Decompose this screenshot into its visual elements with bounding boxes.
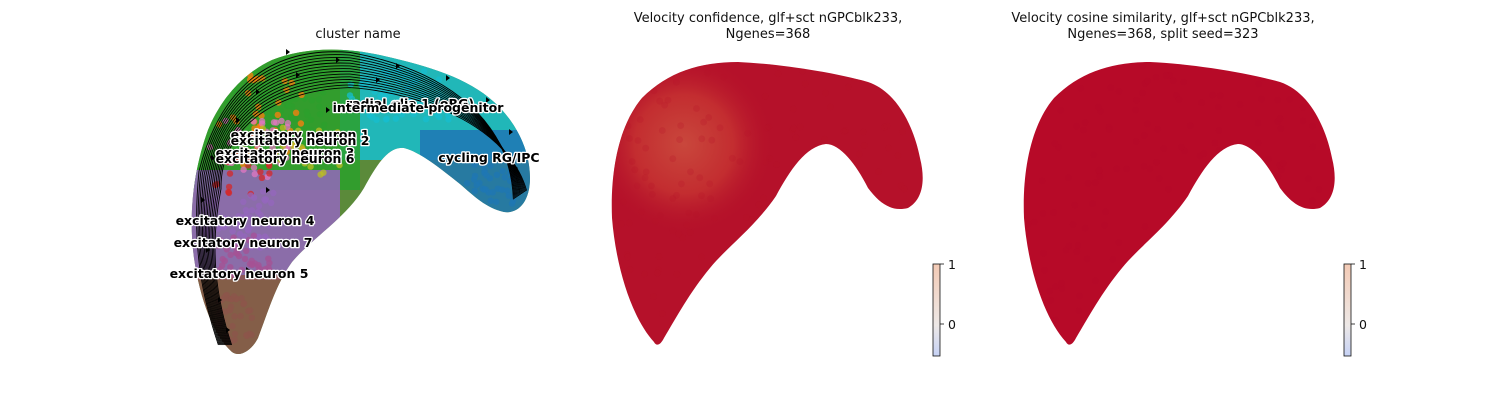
streamline <box>211 81 526 346</box>
velocity-confidence-panel <box>611 62 923 345</box>
cluster-labels: radial glia 1 (oRG)intermediate progenit… <box>168 95 541 283</box>
streamline <box>210 79 524 346</box>
velocity-streamlines <box>196 51 528 346</box>
cluster-points <box>346 67 452 124</box>
cluster-label: radial glia 1 (oRG) <box>346 96 474 111</box>
cluster-label: excitatory neuron 3 <box>216 145 355 160</box>
streamline <box>202 62 518 346</box>
colorbar-cosine: 1 0 <box>1343 257 1367 357</box>
cluster-points <box>259 124 343 178</box>
panel2-title: Velocity confidence, glf+sct nGPCblk233,… <box>633 11 903 42</box>
colorbar-confidence-tick-1: 1 <box>948 257 956 272</box>
streamline <box>197 54 515 346</box>
colorbar-confidence-tick-0: 0 <box>948 317 956 332</box>
cluster-label: excitatory neuron 7 <box>174 235 313 250</box>
streamline <box>214 87 528 346</box>
streamline <box>213 84 527 346</box>
streamline <box>209 76 523 346</box>
cluster-label: excitatory neuron 1 <box>231 127 370 142</box>
colorbar-cosine-tick-1: 1 <box>1359 257 1367 272</box>
embedding-body <box>1023 62 1335 345</box>
streamline <box>207 73 522 346</box>
streamline-arrows <box>201 49 518 333</box>
cosine-similarity-panel <box>1023 62 1335 345</box>
cluster-label: intermediate progenitor <box>333 100 505 115</box>
cluster-points <box>215 232 276 279</box>
cluster-label: excitatory neuron 2 <box>231 133 370 148</box>
streamline <box>200 59 517 346</box>
streamline <box>203 65 519 346</box>
panel3-title: Velocity cosine similarity, glf+sct nGPC… <box>1011 11 1315 42</box>
cluster-embedding-panel <box>191 49 530 355</box>
colorbar-cosine-tick-0: 0 <box>1359 317 1367 332</box>
streamline <box>196 51 514 346</box>
cluster-label: cycling RG/IPC <box>438 150 539 165</box>
panel1-title: cluster name <box>315 27 401 42</box>
cluster-label: excitatory neuron 6 <box>216 151 355 166</box>
streamline <box>204 68 520 346</box>
cluster-region <box>191 275 300 355</box>
streamline <box>199 56 516 346</box>
cluster-label: excitatory neuron 5 <box>170 266 309 281</box>
cluster-label: excitatory neuron 4 <box>176 213 315 228</box>
colorbar-confidence: 1 0 <box>932 257 956 357</box>
streamline <box>206 70 521 346</box>
